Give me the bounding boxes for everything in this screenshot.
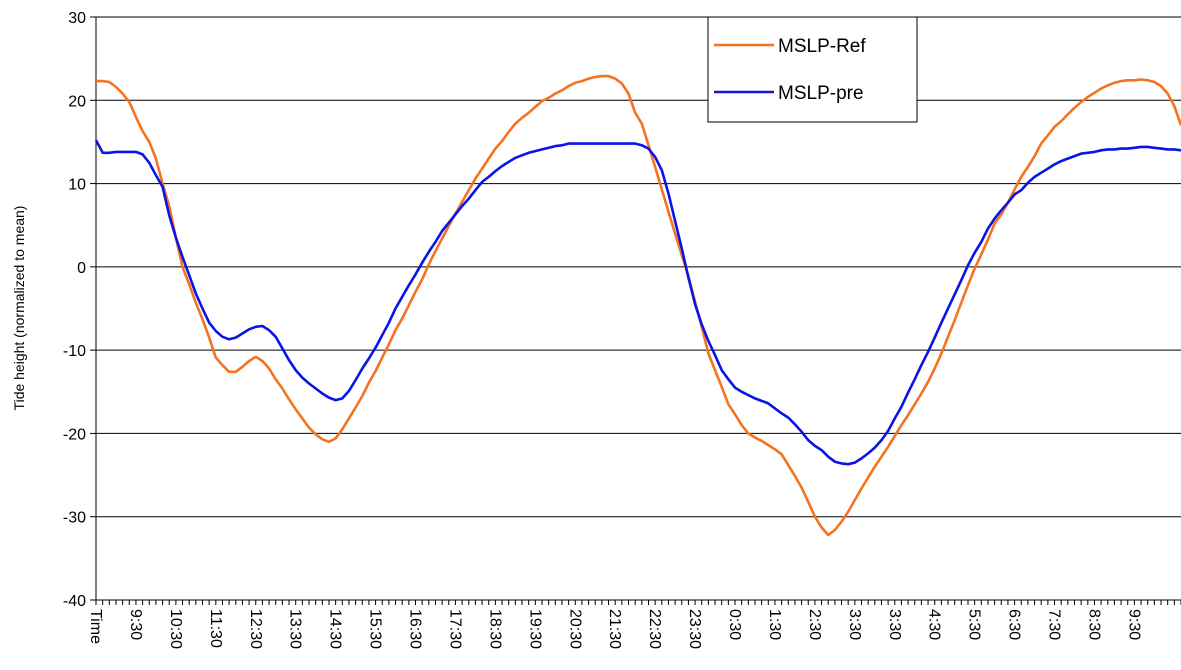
y-tick-label: 10 — [68, 177, 86, 194]
y-axis-label: Tide height (normalized to mean) — [11, 206, 27, 411]
x-tick-label: 6:30 — [1006, 609, 1023, 640]
x-tick-label: 22:30 — [646, 609, 663, 649]
y-tick-label: 0 — [77, 260, 86, 277]
legend-box — [707, 16, 918, 123]
x-tick-label: 1:30 — [766, 609, 783, 640]
x-tick-label: 3:30 — [886, 609, 903, 640]
x-tick-label: 8:30 — [1085, 609, 1102, 640]
x-tick-label: 18:30 — [486, 609, 503, 649]
legend-label: MSLP-Ref — [778, 36, 866, 57]
x-tick-label: 15:30 — [367, 609, 384, 649]
x-tick-label: Time — [87, 609, 104, 644]
x-tick-label: 7:30 — [1046, 609, 1063, 640]
y-tick-label: 20 — [68, 93, 86, 110]
y-tick-label: 30 — [68, 10, 86, 27]
x-tick-label: 16:30 — [407, 609, 424, 649]
x-tick-label: 13:30 — [287, 609, 304, 649]
x-tick-label: 10:30 — [167, 609, 184, 649]
legend-label: MSLP-pre — [778, 83, 864, 104]
x-tick-label: 4:30 — [926, 609, 943, 640]
y-tick-label: -40 — [63, 593, 86, 610]
x-tick-label: 0:30 — [726, 609, 743, 640]
x-tick-label: 11:30 — [207, 609, 224, 648]
x-tick-label: 5:30 — [966, 609, 983, 640]
x-tick-label: 2:30 — [806, 609, 823, 640]
y-tick-label: -30 — [63, 510, 86, 527]
x-tick-label: 14:30 — [327, 609, 344, 649]
x-tick-label: 17:30 — [446, 609, 463, 649]
y-tick-label: -20 — [63, 426, 86, 443]
x-tick-label: 9:30 — [127, 609, 144, 640]
series-line — [94, 139, 1181, 466]
x-tick-label: 9:30 — [1125, 609, 1142, 640]
y-tick-label: -10 — [63, 343, 86, 360]
x-tick-label: 23:30 — [686, 609, 703, 649]
x-tick-label: 19:30 — [526, 609, 543, 649]
x-tick-label: 20:30 — [566, 609, 583, 649]
series-line — [96, 74, 1181, 537]
x-tick-label: 12:30 — [247, 609, 264, 649]
x-tick-label: 21:30 — [606, 609, 623, 649]
x-tick-label: 3:30 — [846, 609, 863, 640]
legend: MSLP-Ref MSLP-pre — [707, 16, 918, 123]
